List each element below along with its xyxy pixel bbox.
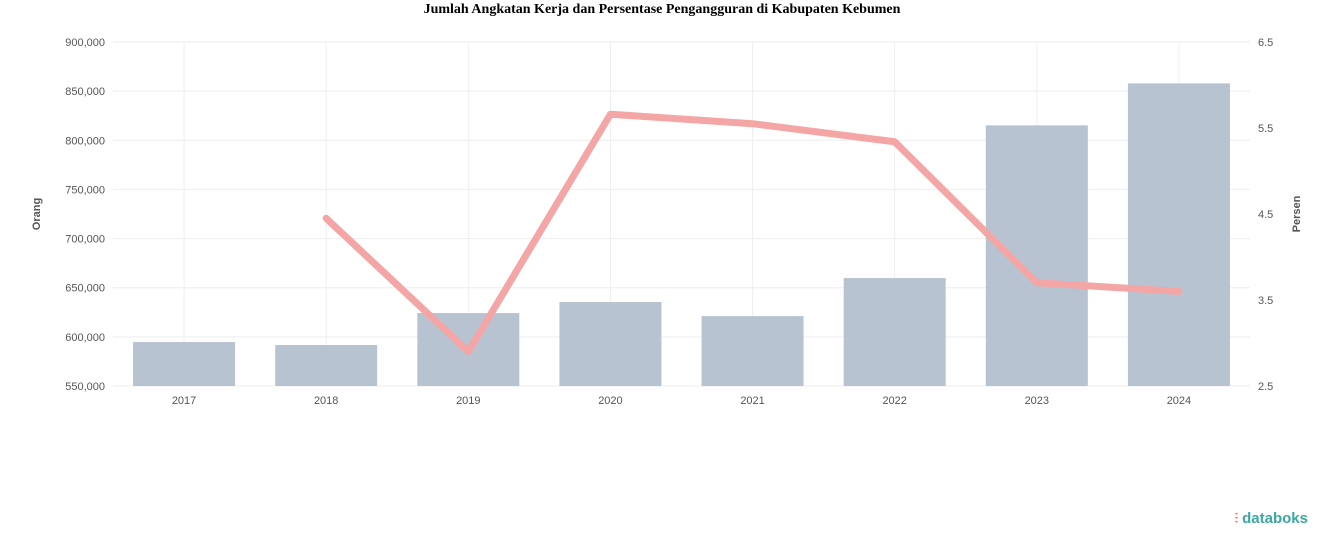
x-tick-label: 2023 [1025,395,1049,407]
bar-2023 [985,125,1088,386]
y-left-tick-label: 800,000 [65,135,105,147]
y-right-tick-label: 4.5 [1258,209,1273,221]
bar-2018 [275,345,378,386]
line-point-2018 [323,215,330,222]
bar-2017 [133,342,236,386]
y-left-tick-label: 550,000 [65,381,105,393]
line-point-2024 [1175,288,1182,295]
y-left-tick-label: 650,000 [65,283,105,295]
line-point-2019 [465,348,472,355]
line-point-2020 [607,111,614,118]
databoks-logo: ⫶ databoks [1235,510,1308,527]
y-right-tick-label: 5.5 [1258,123,1273,135]
y-right-tick-label: 3.5 [1258,295,1273,307]
logo-text: databoks [1242,510,1308,527]
y-right-axis-label: Persen [1291,195,1303,232]
y-left-tick-label: 600,000 [65,332,105,344]
y-left-tick-label: 700,000 [65,234,105,246]
line-point-2023 [1033,279,1040,286]
y-left-tick-label: 900,000 [65,37,105,49]
x-tick-label: 2024 [1167,395,1191,407]
y-left-tick-label: 750,000 [65,184,105,196]
bar-2020 [559,302,662,386]
x-tick-label: 2018 [314,395,338,407]
x-tick-label: 2021 [740,395,764,407]
x-tick-label: 2022 [882,395,906,407]
bar-2024 [1127,83,1230,386]
line-point-2022 [891,138,898,145]
x-tick-label: 2019 [456,395,480,407]
line-point-2021 [749,120,756,127]
y-right-tick-label: 6.5 [1258,37,1273,49]
logo-icon: ⫶ [1234,510,1239,526]
x-tick-label: 2020 [598,395,622,407]
y-left-axis-label: Orang [31,198,43,230]
bar-2021 [701,316,804,386]
y-left-tick-label: 850,000 [65,86,105,98]
x-tick-label: 2017 [172,395,196,407]
y-right-tick-label: 2.5 [1258,381,1273,393]
chart-title: Jumlah Angkatan Kerja dan Persentase Pen… [423,2,901,17]
bar-2022 [843,278,946,386]
